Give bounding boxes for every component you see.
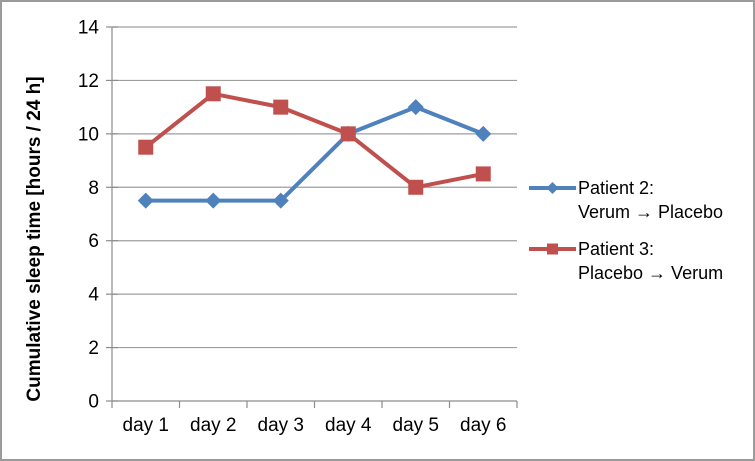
legend-label-patient-3: Patient 3: Placebo → Verum [578, 237, 723, 285]
y-tick-label: 12 [78, 71, 99, 92]
y-axis-title: Cumulative sleep time [hours / 24 h] [24, 76, 45, 402]
legend-marker-diamond-icon [529, 182, 576, 194]
diamond-icon [546, 182, 559, 194]
y-tick-label: 8 [88, 178, 99, 199]
x-category-label: day 5 [393, 415, 439, 436]
data-point-square [408, 179, 424, 195]
square-icon [547, 243, 558, 255]
y-tick-label: 2 [88, 338, 99, 359]
legend-marker-square-icon [529, 243, 576, 255]
y-tick-label: 10 [78, 124, 99, 145]
data-point-square [138, 139, 154, 155]
legend-entry-patient-2: Patient 2: Verum → Placebo [529, 176, 723, 224]
data-point-diamond [137, 192, 154, 209]
legend-label-line: Placebo → Verum [578, 263, 724, 283]
legend-label-patient-2: Patient 2: Verum → Placebo [578, 176, 723, 224]
x-category-label: day 6 [460, 415, 506, 436]
data-point-diamond [272, 192, 289, 209]
data-point-square [205, 86, 221, 102]
x-category-label: day 1 [123, 415, 169, 436]
y-tick-label: 6 [88, 231, 99, 252]
series-line-1 [143, 91, 486, 190]
y-tick-label: 0 [88, 392, 99, 413]
x-category-label: day 3 [258, 415, 304, 436]
series-line-0 [143, 105, 486, 203]
data-point-diamond [205, 192, 222, 209]
data-point-diamond [407, 99, 424, 116]
y-tick-label: 14 [78, 18, 100, 39]
legend-label-line: Patient 2: [578, 178, 655, 198]
data-point-square [475, 166, 491, 182]
x-category-label: day 2 [190, 415, 236, 436]
legend-entry-patient-3: Patient 3: Placebo → Verum [529, 237, 723, 285]
legend-label-line: Patient 3: [578, 239, 655, 259]
x-category-label: day 4 [325, 415, 372, 436]
legend-label-line: Verum → Placebo [578, 202, 724, 222]
legend: Patient 2: Verum → Placebo Patient 3: Pl… [529, 176, 723, 285]
data-point-square [340, 126, 356, 142]
data-point-square [273, 99, 289, 115]
data-point-diamond [475, 125, 492, 142]
y-tick-label: 4 [88, 285, 99, 306]
